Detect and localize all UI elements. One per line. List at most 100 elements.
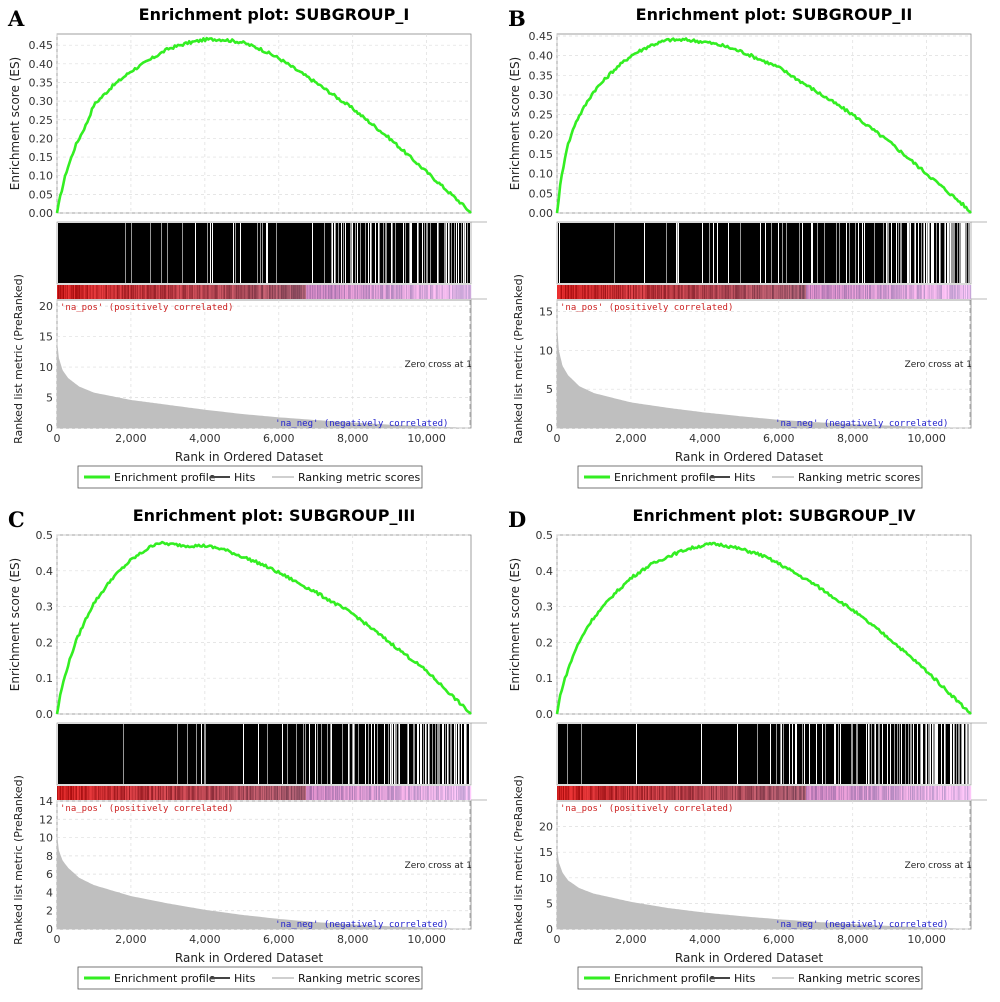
heat-cell [752,786,754,800]
heat-cell [153,285,155,299]
heat-cell [287,786,289,800]
heat-cell [593,786,595,800]
heat-cell [901,786,903,800]
x-tick-label: 2,000 [615,432,647,445]
heat-cell [389,285,391,299]
heat-cell [460,786,462,800]
heat-cell [253,285,255,299]
heat-cell [903,285,905,299]
heat-cell [941,285,943,299]
heat-cell [353,285,355,299]
heat-cell [462,786,464,800]
heat-cell [890,285,892,299]
heat-cell [593,285,595,299]
heat-cell [154,285,156,299]
heat-cell [196,786,198,800]
heat-cell [172,285,174,299]
heat-cell [703,285,705,299]
heat-cell [174,285,176,299]
heat-cell [580,285,582,299]
es-y-tick-label: 0.3 [36,601,54,614]
heat-cell [132,786,134,800]
heat-cell [666,285,668,299]
es-y-tick-label: 0.10 [29,170,54,183]
heat-cell [571,786,573,800]
heat-cell [831,786,833,800]
heat-cell [742,786,744,800]
heat-cell [620,786,622,800]
heat-cell [770,786,772,800]
heat-cell [239,285,241,299]
heat-cell [420,285,422,299]
heat-cell [467,786,469,800]
heat-cell [730,786,732,800]
heat-cell [93,786,95,800]
heat-cell [594,285,596,299]
neg-correlated-label: 'na_neg' (negatively correlated) [775,419,948,429]
heat-cell [844,285,846,299]
heat-cell [305,285,307,299]
heat-cell [379,285,381,299]
heat-cell [904,786,906,800]
heat-cell [325,786,327,800]
heat-cell [441,285,443,299]
heat-cell [705,285,707,299]
legend-label-hits: Hits [234,471,256,484]
heat-cell [149,285,151,299]
heat-cell [131,786,133,800]
heat-cell [199,285,201,299]
heat-cell [70,285,72,299]
heat-cell [799,786,801,800]
heat-cell [600,786,602,800]
heat-cell [421,285,423,299]
heat-cell [628,786,630,800]
heat-cell [681,786,683,800]
x-tick-label: 10,000 [407,933,446,946]
heat-cell [832,786,834,800]
heat-cell [83,285,85,299]
heat-cell [876,786,878,800]
heat-cell [118,285,120,299]
heat-cell [187,285,189,299]
heat-cell [724,285,726,299]
heat-cell [151,285,153,299]
heat-cell [771,285,773,299]
heat-cell [114,285,116,299]
heat-cell [144,285,146,299]
heat-cell [282,786,284,800]
heat-cell [927,285,929,299]
heat-cell [109,786,111,800]
heat-cell [872,285,874,299]
heat-cell [704,786,706,800]
heat-cell [659,786,661,800]
heat-cell [795,285,797,299]
heat-cell [914,786,916,800]
heat-cell [266,786,268,800]
heat-cell [305,786,307,800]
heat-cell [399,285,401,299]
heat-cell [450,285,452,299]
heat-cell [900,786,902,800]
heat-cell [150,786,152,800]
es-y-tick-label: 0.15 [29,151,54,164]
heat-cell [936,285,938,299]
heat-cell [92,786,94,800]
heat-cell [241,285,243,299]
heat-cell [698,786,700,800]
heat-cell [640,285,642,299]
heat-cell [864,285,866,299]
heat-cell [674,786,676,800]
panel-letter: D [508,507,526,532]
heat-cell [80,786,82,800]
heat-cell [306,285,308,299]
heat-cell [109,285,111,299]
heat-cell [197,786,199,800]
heat-cell [889,786,891,800]
heat-cell [308,285,310,299]
heat-cell [796,285,798,299]
heat-cell [822,285,824,299]
heat-cell [351,285,353,299]
heat-cell [184,285,186,299]
heat-cell [85,786,87,800]
heat-cell [393,786,395,800]
